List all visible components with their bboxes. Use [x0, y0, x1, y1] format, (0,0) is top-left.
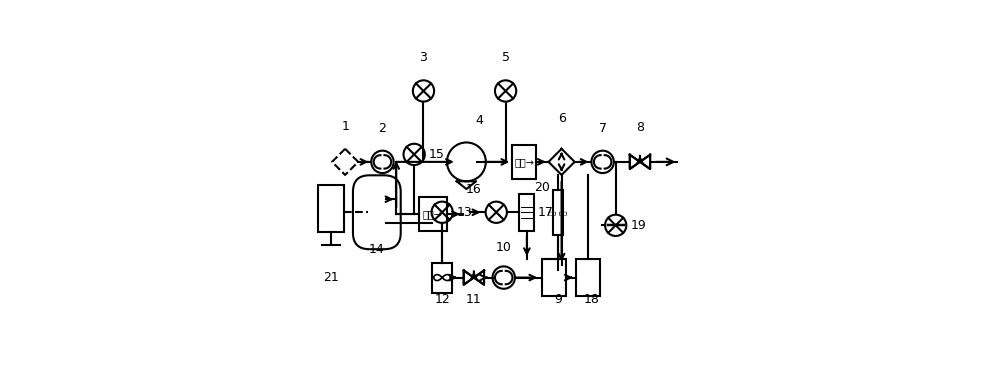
Text: 18: 18 [584, 293, 599, 306]
Text: 1: 1 [341, 120, 349, 133]
Text: 21: 21 [323, 271, 339, 284]
Text: 17: 17 [538, 206, 553, 219]
Polygon shape [474, 270, 484, 285]
Polygon shape [640, 155, 650, 169]
Text: 6: 6 [558, 112, 566, 126]
Text: 13: 13 [457, 206, 472, 219]
Polygon shape [630, 155, 640, 169]
Text: 9: 9 [554, 293, 562, 306]
Text: 气路→: 气路→ [514, 157, 534, 167]
Text: 水
路: 水 路 [548, 210, 568, 215]
Polygon shape [464, 270, 474, 285]
Text: 11: 11 [466, 293, 482, 306]
Text: 16: 16 [466, 183, 482, 196]
Text: 10: 10 [496, 241, 512, 254]
Text: 2: 2 [378, 122, 386, 135]
Text: 14: 14 [369, 243, 385, 256]
Text: 15: 15 [429, 148, 444, 161]
Text: 7: 7 [599, 122, 607, 135]
Text: 19: 19 [630, 219, 646, 232]
Text: 4: 4 [476, 114, 483, 127]
Text: 3: 3 [420, 51, 427, 64]
Text: 8: 8 [636, 121, 644, 134]
Text: 水路→: 水路→ [423, 209, 443, 219]
Text: 5: 5 [502, 51, 510, 64]
Text: 20: 20 [534, 182, 550, 194]
Text: 12: 12 [434, 293, 450, 306]
